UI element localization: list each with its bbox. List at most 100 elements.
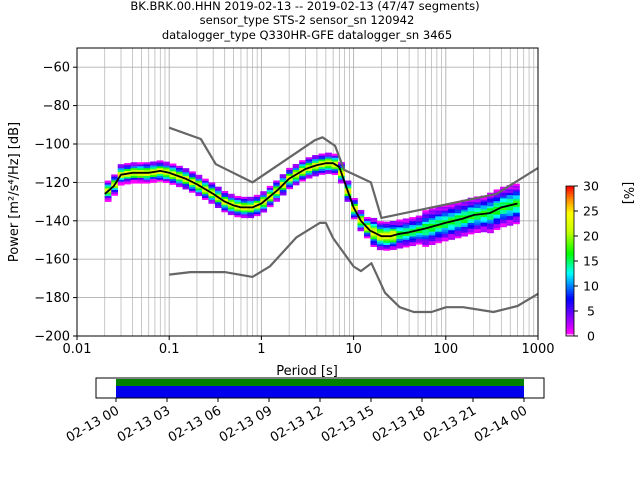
density-cell [402, 222, 410, 225]
density-cell [227, 201, 235, 204]
density-cell [461, 232, 468, 235]
density-cell [227, 207, 235, 210]
density-cell [415, 223, 423, 226]
density-cell [448, 231, 455, 235]
density-cell [338, 181, 345, 184]
density-cell [435, 206, 443, 209]
density-cell [253, 212, 261, 215]
density-cell [428, 210, 436, 213]
density-cell [286, 173, 293, 176]
density-cell [221, 190, 229, 194]
y-tick-label: −160 [34, 253, 70, 268]
density-cell [344, 193, 352, 197]
density-cell [188, 173, 196, 176]
density-cell [487, 213, 494, 216]
density-cell [474, 225, 481, 228]
density-cell [286, 169, 293, 172]
psd-density-map [104, 152, 520, 251]
density-cell [402, 218, 410, 221]
density-cell [247, 212, 255, 215]
density-cell [150, 165, 157, 168]
density-cell [260, 196, 268, 200]
density-cell [124, 168, 131, 171]
density-cell [435, 216, 443, 219]
density-cell [396, 244, 404, 247]
density-cell [422, 221, 430, 224]
density-cell [435, 221, 443, 225]
density-cell [299, 175, 306, 178]
density-cell [351, 199, 358, 203]
density-cell [513, 189, 520, 192]
density-cell [351, 201, 358, 204]
density-cell [422, 217, 430, 220]
colorbar-segment [566, 196, 574, 199]
density-cell [396, 219, 404, 222]
density-cell [195, 174, 203, 177]
density-cell [104, 186, 112, 189]
density-cell [156, 168, 164, 171]
density-cell [357, 217, 365, 220]
density-cell [331, 167, 339, 170]
density-cell [506, 200, 514, 203]
density-cell [500, 196, 507, 199]
density-cell [325, 169, 332, 173]
density-cell [487, 215, 494, 218]
density-cell [137, 179, 144, 182]
density-cell [331, 169, 339, 172]
density-cell [448, 224, 455, 227]
density-cell [513, 210, 520, 213]
density-cell [176, 177, 183, 180]
density-cell [441, 237, 449, 240]
density-cell [500, 204, 507, 207]
density-cell [448, 237, 455, 240]
density-cell [163, 176, 170, 180]
density-cell [234, 207, 242, 210]
density-cell [150, 176, 157, 179]
density-cell [480, 205, 488, 208]
density-cell [415, 217, 423, 220]
density-cell [325, 158, 332, 161]
density-cell [513, 216, 520, 219]
density-cell [376, 246, 384, 249]
x-tick-label: 0.01 [63, 342, 92, 357]
density-cell [480, 220, 488, 223]
density-cell [208, 199, 216, 202]
density-cell [383, 221, 391, 224]
density-cell [111, 178, 119, 181]
density-cell [389, 224, 397, 227]
density-cell [454, 226, 462, 229]
colorbar-segment [566, 293, 574, 297]
density-cell [221, 196, 229, 199]
density-cell [201, 192, 209, 195]
density-cell [500, 207, 507, 210]
density-cell [448, 212, 455, 215]
density-cell [461, 228, 468, 231]
density-cell [376, 236, 384, 239]
density-cell [435, 219, 443, 223]
density-cell [513, 183, 520, 186]
density-cell [370, 221, 378, 224]
colorbar-segment [566, 226, 574, 229]
colorbar-segment [566, 288, 574, 292]
density-cell [266, 185, 274, 188]
density-cell [402, 220, 410, 223]
density-cell [247, 204, 255, 207]
colorbar-segment [566, 188, 574, 192]
colorbar-segment [566, 203, 574, 207]
density-cell [273, 184, 281, 187]
density-cell [208, 184, 216, 187]
colorbar-segment [566, 268, 574, 272]
density-cell [260, 202, 268, 205]
density-cell [396, 225, 404, 228]
density-cell [467, 220, 475, 223]
density-cell [266, 191, 274, 194]
colorbar-tick-label: 15 [583, 254, 599, 269]
density-cell [344, 180, 352, 183]
density-cell [513, 199, 520, 202]
density-cell [506, 219, 514, 222]
density-cell [227, 197, 235, 200]
density-cell [182, 172, 190, 175]
density-cell [389, 230, 397, 233]
density-cell [124, 176, 131, 179]
density-cell [506, 221, 514, 224]
